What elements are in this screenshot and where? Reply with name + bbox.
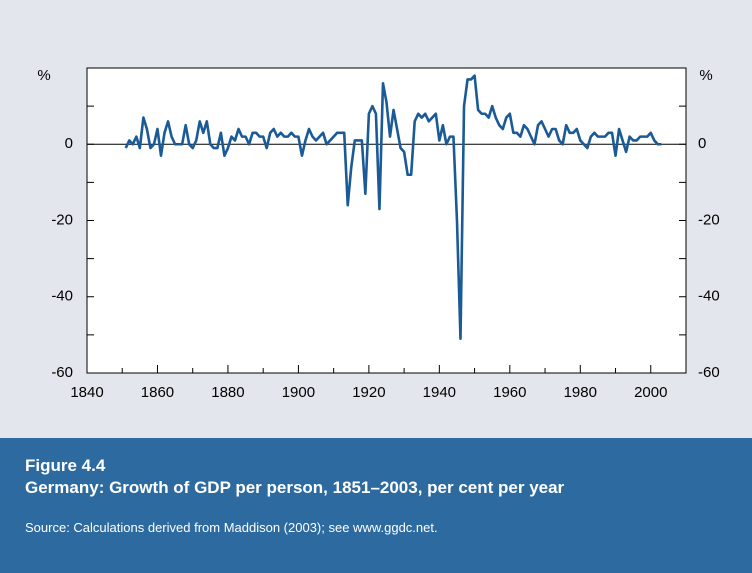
x-tick-label: 1860 (141, 384, 174, 401)
x-tick-label: 1940 (423, 384, 456, 401)
caption-band: Figure 4.4 Germany: Growth of GDP per pe… (0, 438, 752, 573)
chart-title: Germany: Growth of GDP per person, 1851–… (25, 478, 565, 497)
plot-area (86, 67, 687, 374)
source-note: Source: Calculations derived from Maddis… (25, 520, 438, 535)
x-tick-label: 1900 (282, 384, 315, 401)
x-tick-label: 1920 (352, 384, 385, 401)
x-tick-label: 1980 (564, 384, 597, 401)
figure-label: Figure 4.4 (25, 456, 106, 475)
x-tick-label: 1840 (70, 384, 103, 401)
y-tick-label-right: -40 (698, 288, 720, 305)
y-tick-label: -60 (51, 364, 73, 381)
y-unit-right: % (699, 67, 712, 84)
x-tick-label: 1960 (493, 384, 526, 401)
y-tick-label: -20 (51, 211, 73, 228)
y-tick-label: 0 (65, 135, 73, 152)
x-tick-label: 2000 (634, 384, 667, 401)
y-tick-label-right: 0 (698, 135, 706, 152)
y-tick-label: -40 (51, 288, 73, 305)
chart: % % -60 -60 -40 -40 -20 -20 0 0 1840 1860 1880 1900… (37, 67, 720, 401)
y-unit: % (37, 67, 50, 84)
y-tick-label-right: -60 (698, 364, 720, 381)
y-tick-label-right: -20 (698, 211, 720, 228)
data-line (124, 74, 662, 340)
x-tick-label: 1880 (211, 384, 244, 401)
